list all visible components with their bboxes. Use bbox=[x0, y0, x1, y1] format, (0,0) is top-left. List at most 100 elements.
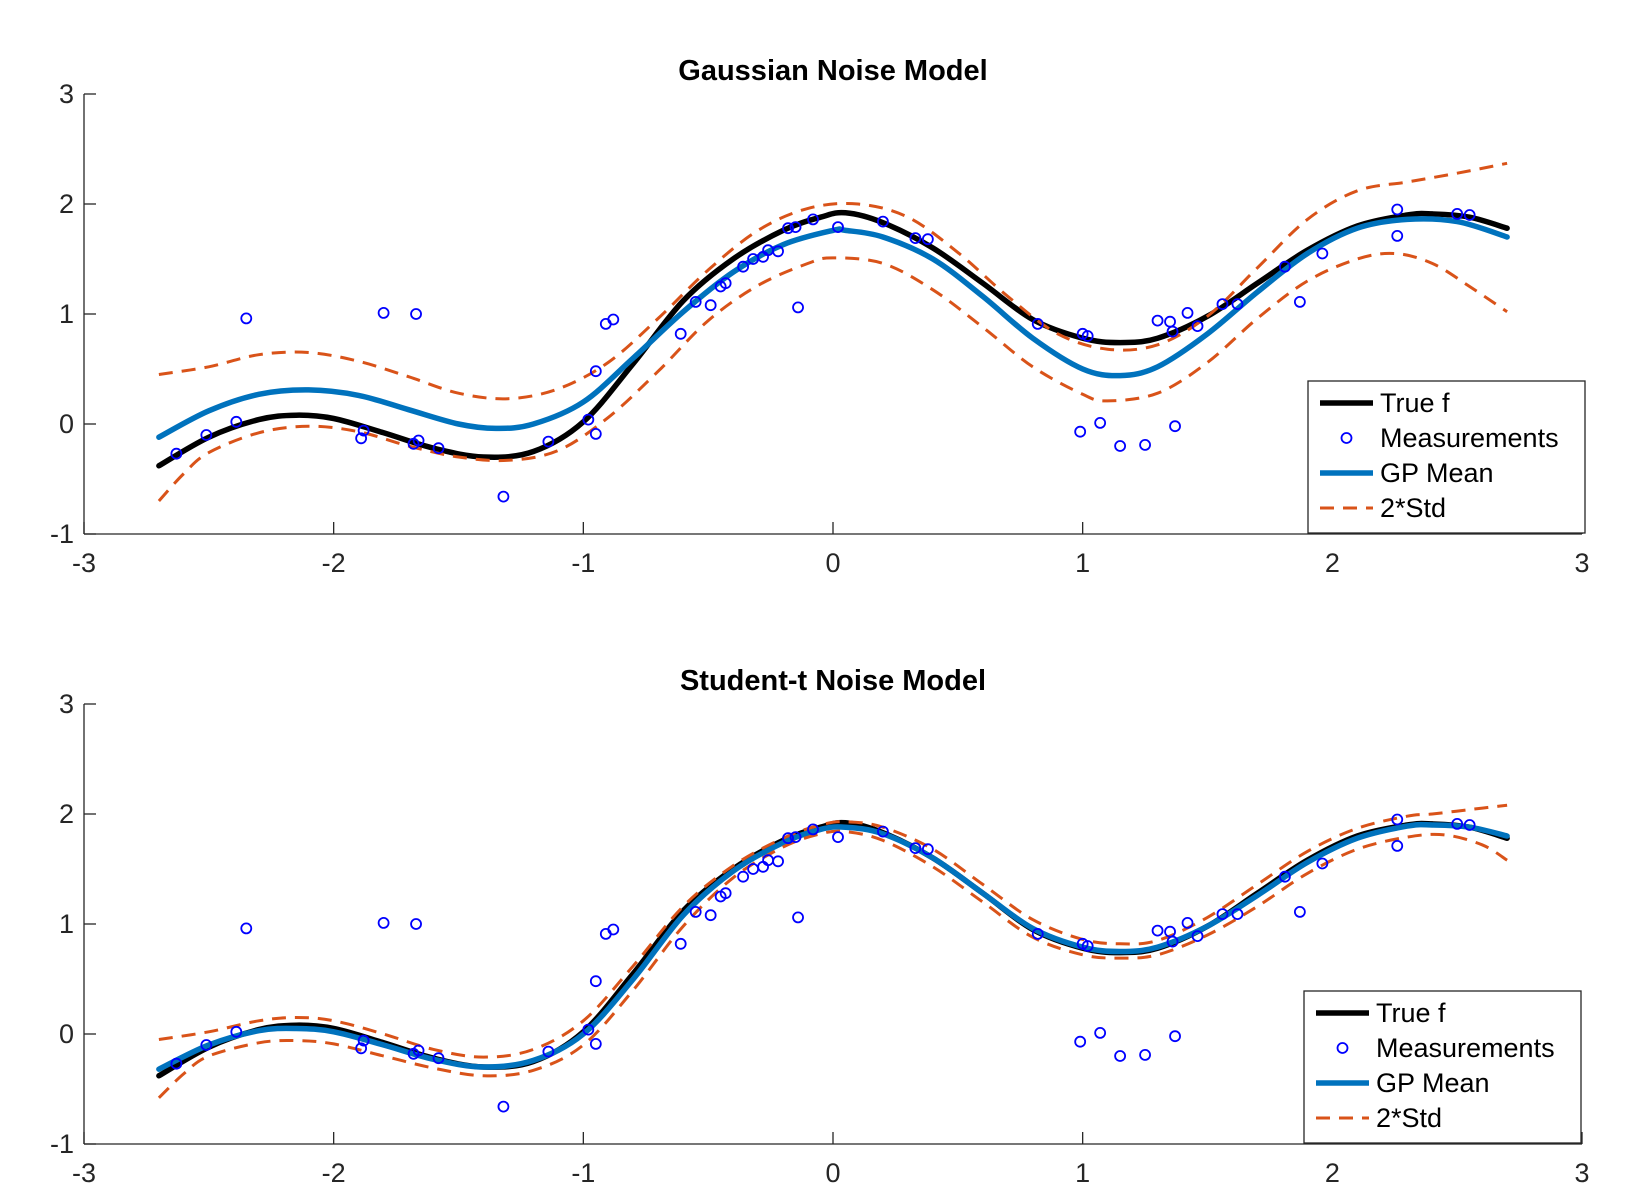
measurement-point bbox=[542, 435, 555, 448]
legend-label: Measurements bbox=[1376, 1033, 1555, 1063]
measurement-point bbox=[1451, 207, 1464, 220]
measurement-point bbox=[1391, 840, 1404, 852]
measurement-point bbox=[1451, 818, 1464, 830]
measurement-point bbox=[1293, 295, 1306, 308]
std-band-line bbox=[158, 161, 1508, 401]
y-tick-label: 1 bbox=[59, 299, 74, 329]
y-tick-label: 3 bbox=[59, 689, 74, 719]
measurement-point bbox=[807, 213, 819, 226]
measurement-point bbox=[200, 429, 213, 441]
legend: True f Measurements GP Mean 2*Std bbox=[1303, 990, 1582, 1144]
measurement-point bbox=[1391, 229, 1404, 242]
measurement-point bbox=[230, 415, 243, 428]
y-tick-label: -1 bbox=[50, 1129, 74, 1159]
measurement-point bbox=[877, 825, 889, 838]
legend-label: True f bbox=[1380, 388, 1450, 418]
measurement-point bbox=[410, 918, 422, 930]
measurement-point bbox=[357, 424, 370, 437]
measurement-point bbox=[589, 1038, 602, 1050]
measurement-point bbox=[877, 215, 889, 228]
x-tick-label: -2 bbox=[322, 1158, 346, 1188]
measurement-point bbox=[1181, 306, 1194, 319]
measurement-point bbox=[807, 823, 819, 836]
measurement-point bbox=[789, 221, 802, 234]
measurement-point bbox=[1094, 416, 1107, 429]
x-tick-label: 3 bbox=[1574, 1158, 1589, 1188]
y-tick-label: 1 bbox=[59, 909, 74, 939]
measurement-point bbox=[607, 313, 620, 326]
measurement-point bbox=[1293, 906, 1306, 918]
measurement-point bbox=[1031, 928, 1044, 940]
measurement-point bbox=[1139, 438, 1151, 451]
measurement-point bbox=[719, 277, 732, 290]
x-tick-label: -1 bbox=[571, 548, 595, 578]
panel-1: Gaussian Noise Model -3 -2 -1 0 1 2 3 -1 0 1 2 3 True… bbox=[50, 55, 1590, 578]
measurement-point bbox=[1169, 420, 1181, 433]
measurement-point bbox=[607, 923, 620, 936]
measurement-point bbox=[1316, 247, 1329, 260]
measurement-point bbox=[1278, 260, 1291, 273]
measurement-point bbox=[832, 831, 844, 843]
measurement-point bbox=[674, 937, 687, 950]
measurements-series bbox=[170, 813, 1476, 1113]
measurement-point bbox=[921, 233, 934, 246]
measurement-point bbox=[170, 447, 183, 460]
std-band-line bbox=[157, 251, 1508, 503]
measurement-point bbox=[170, 1057, 183, 1070]
x-tick-label: 1 bbox=[1075, 1158, 1090, 1188]
measurement-point bbox=[689, 295, 702, 308]
measurement-point bbox=[772, 245, 784, 258]
y-tick-label: 2 bbox=[59, 799, 74, 829]
measurement-point bbox=[1031, 317, 1044, 330]
std-band-line bbox=[157, 829, 1508, 1099]
measurement-point bbox=[1216, 298, 1229, 311]
measurement-point bbox=[200, 1039, 213, 1051]
measurement-point bbox=[1231, 298, 1244, 311]
plot-area bbox=[156, 803, 1510, 1113]
true-f-line bbox=[156, 209, 1510, 469]
y-tick-label: 0 bbox=[59, 1019, 74, 1049]
std-band-line bbox=[158, 803, 1508, 1059]
measurement-point bbox=[909, 232, 922, 245]
axes: -3 -2 -1 0 1 2 3 -1 0 1 2 3 bbox=[50, 79, 1590, 578]
measurement-point bbox=[355, 432, 368, 445]
measurement-point bbox=[1391, 813, 1404, 826]
measurement-point bbox=[1081, 940, 1094, 952]
measurement-point bbox=[589, 975, 602, 988]
gp-mean-line bbox=[156, 821, 1510, 1072]
measurement-point bbox=[772, 855, 784, 868]
measurement-point bbox=[432, 1052, 445, 1065]
measurement-point bbox=[704, 299, 717, 312]
measurement-point bbox=[792, 911, 804, 924]
measurement-point bbox=[789, 831, 802, 843]
measurement-point bbox=[674, 327, 687, 340]
measurement-point bbox=[1169, 1030, 1181, 1043]
measurement-point bbox=[1216, 908, 1229, 920]
measurement-point bbox=[1151, 924, 1164, 937]
x-tick-label: 0 bbox=[825, 1158, 840, 1188]
gp-mean-line bbox=[156, 216, 1510, 440]
legend-label: GP Mean bbox=[1376, 1068, 1490, 1098]
measurement-point bbox=[1316, 857, 1329, 870]
legend: True f Measurements GP Mean 2*Std bbox=[1307, 380, 1586, 534]
measurement-point bbox=[1094, 1027, 1107, 1039]
x-tick-label: -1 bbox=[571, 1158, 595, 1188]
legend-label: 2*Std bbox=[1376, 1103, 1442, 1133]
measurement-point bbox=[1391, 203, 1404, 216]
measurement-point bbox=[737, 260, 750, 273]
measurement-point bbox=[1114, 1050, 1127, 1062]
measurement-point bbox=[1114, 440, 1127, 452]
x-tick-label: 2 bbox=[1325, 548, 1340, 578]
measurement-point bbox=[1278, 870, 1291, 883]
measurement-point bbox=[1166, 935, 1179, 948]
legend-swatch-measurements bbox=[1340, 432, 1353, 444]
measurement-point bbox=[1191, 320, 1204, 333]
measurement-point bbox=[1463, 209, 1476, 221]
chart-title: Gaussian Noise Model bbox=[678, 55, 987, 87]
y-tick-label: 0 bbox=[59, 409, 74, 439]
measurement-point bbox=[782, 222, 794, 235]
x-tick-label: 2 bbox=[1325, 1158, 1340, 1188]
chart-title: Student-t Noise Model bbox=[680, 665, 986, 697]
measurement-point bbox=[909, 842, 922, 854]
